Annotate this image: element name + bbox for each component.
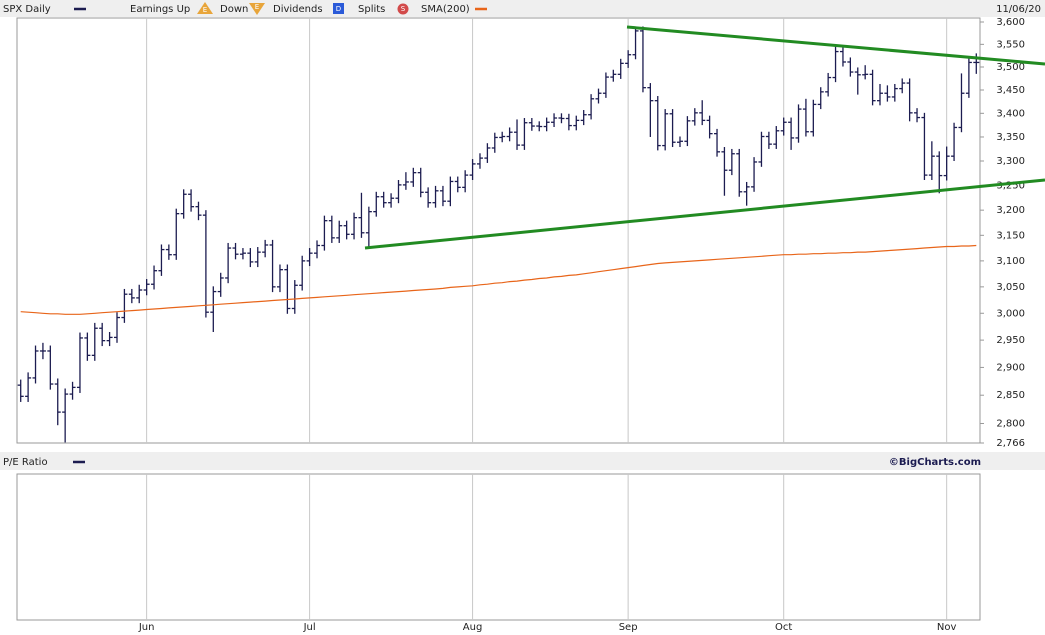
y-tick-label: 3,350 [996, 132, 1025, 143]
y-tick-label: 3,050 [996, 282, 1025, 293]
legend-icon-text: D [336, 5, 341, 13]
lower-panel [16, 473, 981, 621]
x-tick-label: Aug [463, 622, 483, 633]
y-tick-label: 3,100 [996, 256, 1025, 267]
y-tick-label: 3,250 [996, 180, 1025, 191]
legend-icon [249, 3, 265, 15]
x-tick-label: Jul [303, 622, 316, 633]
y-tick-label: 3,300 [996, 156, 1025, 167]
legend-icon [197, 2, 213, 14]
lower-panel-title: P/E Ratio [3, 457, 48, 468]
legend-label: Splits [358, 4, 385, 15]
lower-header-bar [0, 452, 1045, 470]
legend-icon [333, 3, 344, 14]
y-tick-label: 3,000 [996, 308, 1025, 319]
series-legend: SPX Daily [3, 4, 51, 15]
y-tick-label: 3,550 [996, 39, 1025, 50]
legend-icon-text: S [401, 5, 406, 13]
source: ©BigCharts.com [889, 457, 981, 468]
upper-panel [16, 17, 981, 444]
y-tick-label: 3,500 [996, 62, 1025, 73]
y-tick-label: 2,900 [996, 362, 1025, 373]
y-tick-label: 2,850 [996, 390, 1025, 401]
y-tick-label: 3,150 [996, 230, 1025, 241]
legend-label: Earnings Up [130, 4, 190, 15]
y-tick-label: 2,800 [996, 418, 1025, 429]
y-tick-label: 2,950 [996, 335, 1025, 346]
trend-line [626, 25, 1045, 66]
y-tick-label: 2,766 [996, 438, 1025, 449]
legend-icon-text: E [255, 3, 259, 11]
x-tick-label: Nov [937, 622, 957, 633]
x-tick-label: Jun [138, 622, 155, 633]
x-tick-label: Sep [619, 622, 638, 633]
y-tick-label: 3,200 [996, 205, 1025, 216]
trend-line [364, 178, 1045, 250]
legend-icon-text: E [203, 6, 207, 14]
sma-line [20, 244, 977, 315]
y-tick-label: 3,600 [996, 17, 1025, 28]
series-legend: SMA(200) [421, 4, 470, 15]
y-tick-label: 3,400 [996, 108, 1025, 119]
legend-label: Dividends [273, 4, 323, 15]
x-tick-label: Oct [775, 622, 792, 633]
chart-date: 11/06/20 [996, 4, 1041, 15]
legend-icon [397, 3, 409, 15]
legend-label: Down [220, 4, 248, 15]
y-tick-label: 3,450 [996, 85, 1025, 96]
